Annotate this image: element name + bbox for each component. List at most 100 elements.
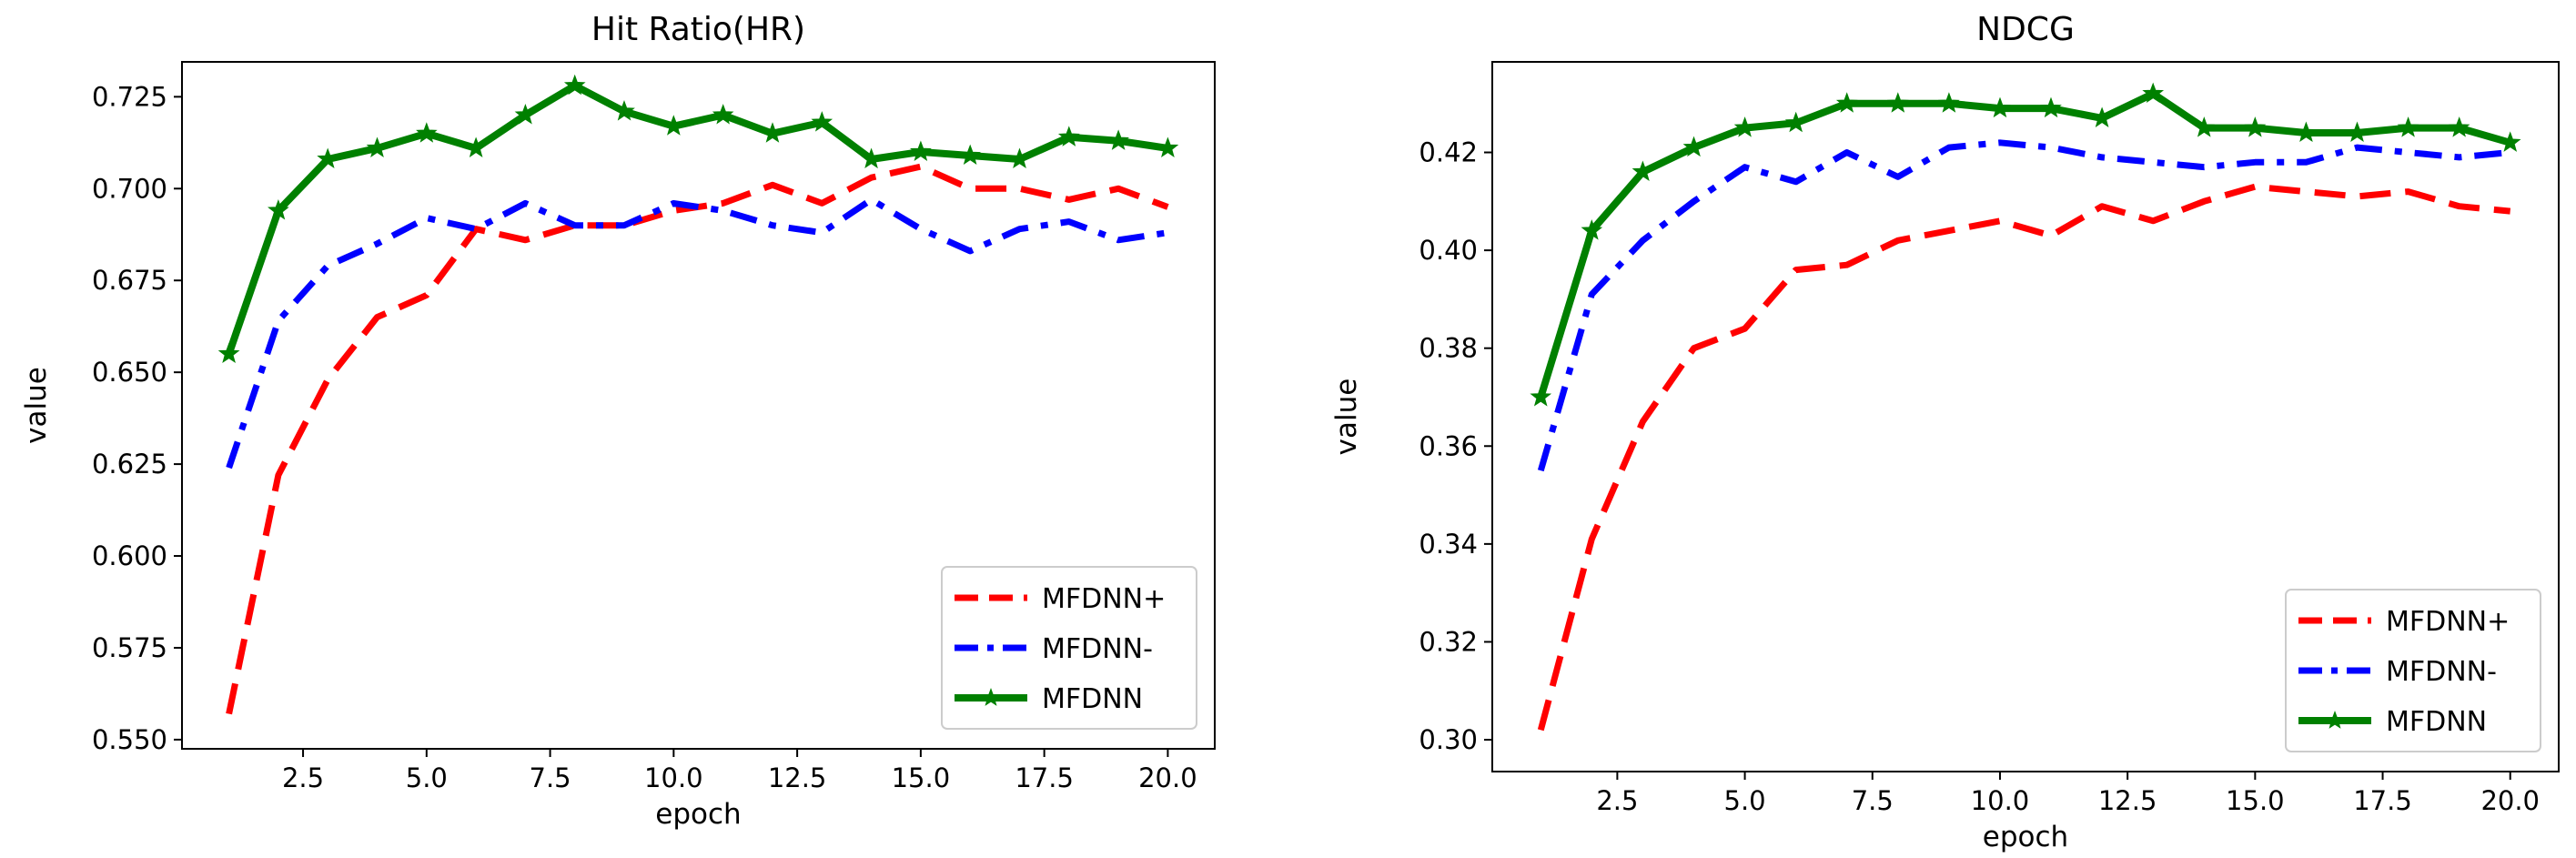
hit-ratio-plot-area [217, 74, 1179, 715]
data-point-star [268, 199, 289, 220]
data-point-star [1733, 116, 1756, 137]
x-tick-label: 15.0 [2226, 785, 2285, 816]
data-point-star [613, 100, 635, 121]
legend: MFDNN+ MFDNN- MFDNN [2285, 589, 2541, 752]
data-point-star [563, 74, 586, 96]
series-line-mfdnn [225, 82, 1168, 356]
ndcg-plot-area [1530, 82, 2521, 732]
x-axis-label: epoch [655, 798, 741, 831]
data-point-star [2397, 116, 2419, 137]
y-tick-label: 0.625 [92, 449, 167, 479]
data-point-star [662, 115, 685, 136]
plot-frame [181, 61, 1216, 750]
y-axis-label: value [1330, 379, 1363, 456]
x-tick-label: 10.0 [644, 762, 703, 793]
x-tick-label: 10.0 [1971, 785, 2030, 816]
data-point-star [2448, 116, 2470, 137]
series-line-mfdnnminus [226, 196, 1168, 469]
legend-star-marker [2325, 711, 2345, 729]
legend-star-marker [981, 688, 1001, 706]
data-point-star [2193, 116, 2216, 137]
data-point-star [465, 136, 487, 157]
data-point-star [1581, 219, 1603, 240]
data-point-star [1057, 126, 1080, 146]
x-tick-label: 12.5 [768, 762, 827, 793]
legend-label: MFDNN- [1042, 633, 1153, 665]
x-tick-label: 2.5 [282, 762, 324, 793]
data-point-star [514, 104, 537, 125]
x-tick-label: 2.5 [1596, 785, 1638, 816]
ndcg-chart: 2.5 5.0 7.5 10.0 12.5 15.0 17.5 20.0 0.30 0.32 0.3… [1330, 11, 2560, 853]
data-point-star [1784, 111, 1807, 133]
data-point-star [366, 136, 389, 157]
x-tick-label: 7.5 [530, 762, 571, 793]
data-point-star [317, 147, 339, 169]
x-tick-label: 12.5 [2098, 785, 2157, 816]
series-line-mfdnnminus [1537, 139, 2511, 472]
y-tick-label: 0.725 [92, 81, 167, 112]
legend-label: MFDNN+ [1042, 583, 1166, 615]
y-tick-label: 0.550 [92, 724, 167, 755]
data-point-star [860, 147, 883, 169]
y-axis-label: value [20, 367, 53, 444]
y-tick-label: 0.36 [1419, 430, 1478, 461]
data-point-star [1938, 92, 1960, 113]
y-tick-label: 0.600 [92, 540, 167, 571]
x-tick-label: 5.0 [1724, 785, 1766, 816]
data-point-star [1835, 92, 1858, 113]
data-point-star [1157, 136, 1179, 157]
series-line-mfdnnplus [226, 163, 1169, 715]
y-tick-label: 0.42 [1419, 137, 1478, 168]
x-tick-label: 7.5 [1852, 785, 1894, 816]
data-point-star [811, 111, 833, 132]
x-axis-label: epoch [1983, 821, 2068, 853]
legend-label: MFDNN [1042, 683, 1143, 715]
y-tick-label: 0.700 [92, 173, 167, 204]
y-tick-label: 0.30 [1419, 724, 1478, 755]
y-tick-label: 0.38 [1419, 333, 1478, 364]
data-point-star [1989, 96, 2011, 118]
data-point-star [1886, 92, 1909, 113]
data-point-star [712, 104, 734, 125]
data-point-star [1107, 129, 1129, 150]
chart-title: NDCG [1976, 11, 2075, 48]
plot-frame [1491, 61, 2560, 772]
data-point-star [910, 140, 932, 161]
data-point-star [217, 342, 240, 364]
series-line-mfdnnplus [1537, 183, 2511, 732]
data-point-star [1631, 160, 1654, 182]
y-tick-label: 0.40 [1419, 235, 1478, 266]
y-tick-label: 0.32 [1419, 626, 1478, 657]
data-point-star [416, 122, 438, 143]
data-point-star [959, 144, 981, 166]
y-tick-label: 0.675 [92, 265, 167, 296]
legend: MFDNN+ MFDNN- MFDNN [941, 566, 1197, 730]
chart-title: Hit Ratio(HR) [591, 11, 805, 48]
data-point-star [2040, 96, 2062, 118]
data-point-star [1682, 136, 1705, 157]
data-point-star [2244, 116, 2267, 137]
x-tick-label: 5.0 [406, 762, 448, 793]
x-tick-label: 17.5 [1015, 762, 1074, 793]
legend-box [941, 566, 1197, 730]
series-line-mfdnn [1537, 90, 2511, 399]
data-point-star [2091, 106, 2113, 127]
x-tick-label: 15.0 [892, 762, 951, 793]
data-point-star [2142, 82, 2165, 104]
data-point-star [2295, 121, 2318, 143]
y-tick-label: 0.575 [92, 632, 167, 663]
legend-label: MFDNN [2386, 706, 2487, 738]
legend-label: MFDNN- [2386, 656, 2497, 688]
data-point-star [762, 122, 783, 143]
data-point-star [2346, 121, 2369, 143]
y-tick-label: 0.650 [92, 357, 167, 388]
data-point-star [1008, 147, 1031, 169]
data-point-star [2499, 131, 2521, 152]
data-point-star [1530, 386, 1552, 407]
hit-ratio-chart: 2.5 5.0 7.5 10.0 12.5 15.0 17.5 20.0 0.550 0.575 0… [20, 11, 1216, 831]
x-tick-label: 17.5 [2353, 785, 2412, 816]
y-tick-label: 0.34 [1419, 529, 1478, 560]
legend-box [2285, 589, 2541, 752]
